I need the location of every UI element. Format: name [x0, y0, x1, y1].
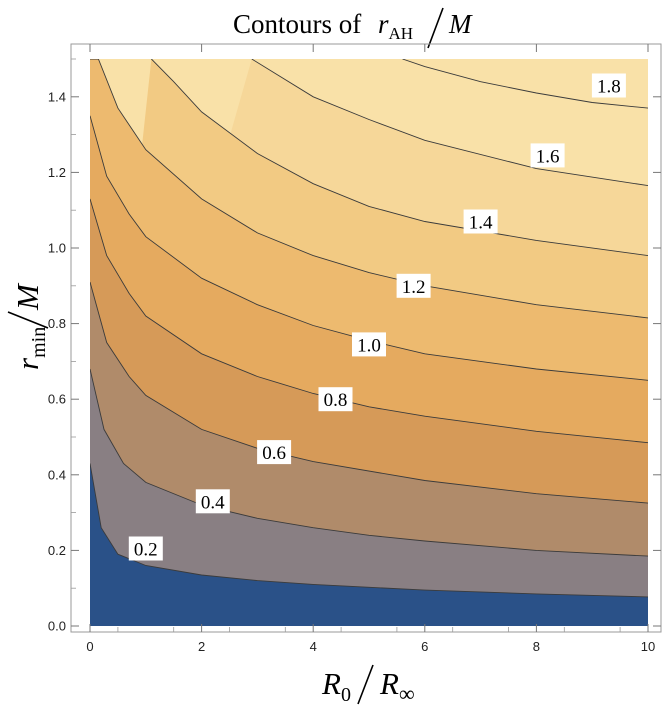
contour-label-1.2: 1.2 [396, 273, 431, 298]
title-denominator: M [448, 9, 473, 39]
svg-text:0.6: 0.6 [262, 443, 286, 464]
contour-line-1.6 [251, 59, 648, 187]
x-tick-label: 10 [641, 639, 655, 654]
y-axis-label: rmin M [7, 282, 50, 370]
x-axis-label-slash [357, 664, 374, 705]
svg-text:0.8: 0.8 [324, 390, 348, 411]
title-fraction-slash [427, 7, 444, 49]
contour-line-0.2 [90, 463, 648, 598]
y-tick-label: 0.8 [48, 316, 66, 331]
svg-text:1.2: 1.2 [402, 277, 426, 298]
svg-text:1.0: 1.0 [357, 335, 381, 356]
contour-line-1.4 [151, 59, 648, 257]
y-tick-label: 1.2 [48, 165, 66, 180]
svg-text:rmin: rmin [10, 327, 50, 370]
contour-label-0.2: 0.2 [128, 536, 163, 561]
contour-label-1.4: 1.4 [463, 209, 498, 234]
x-axis-label: R0 [321, 666, 351, 706]
y-tick-label: 0.6 [48, 392, 66, 407]
contour-label-1.0: 1.0 [352, 332, 386, 357]
svg-text:0.2: 0.2 [134, 540, 158, 561]
contour-label-1.6: 1.6 [530, 143, 565, 168]
contour-line-1.0 [90, 115, 648, 381]
x-tick-label: 6 [421, 639, 428, 654]
x-tick-label: 4 [310, 639, 317, 654]
svg-text:M: M [10, 282, 45, 311]
y-tick-label: 0.4 [48, 467, 66, 482]
y-axis-ticks: 0.0 0.2 0.4 0.6 0.8 1.0 1.2 1.4 [48, 58, 661, 634]
contour-line-1.2 [90, 59, 648, 319]
contour-line-0.8 [90, 198, 648, 444]
contour-label-1.8: 1.8 [591, 73, 626, 98]
svg-text:0.4: 0.4 [201, 492, 225, 513]
contour-label-0.8: 0.8 [318, 387, 353, 412]
contour-label-0.4: 0.4 [195, 489, 230, 514]
svg-text:1.8: 1.8 [597, 77, 621, 98]
contour-line-0.4 [90, 368, 648, 557]
chart-title: Contours of rAH [233, 9, 413, 43]
y-tick-label: 1.0 [48, 241, 66, 256]
contour-label-0.6: 0.6 [257, 440, 292, 465]
svg-text:1.6: 1.6 [536, 146, 560, 167]
x-axis-label-denominator: R∞ [379, 666, 415, 706]
y-tick-label: 0.2 [48, 543, 66, 558]
contour-band-lowest [90, 463, 648, 626]
contour-band-0.4 [90, 369, 648, 626]
contour-line-1.8 [402, 59, 648, 109]
svg-text:1.4: 1.4 [469, 213, 493, 234]
y-tick-label: 1.4 [48, 89, 66, 104]
x-tick-label: 2 [198, 639, 205, 654]
plot-frame [70, 43, 662, 633]
x-tick-label: 0 [86, 639, 93, 654]
x-tick-label: 8 [533, 639, 540, 654]
contour-lines [90, 59, 648, 598]
y-tick-label: 0.0 [48, 619, 66, 634]
contour-line-0.6 [90, 281, 648, 504]
x-axis-ticks: 0 2 4 6 8 10 [86, 44, 655, 654]
contour-labels: 0.2 0.4 0.6 0.8 1.0 1.2 1.4 1.6 1.8 [128, 73, 626, 561]
